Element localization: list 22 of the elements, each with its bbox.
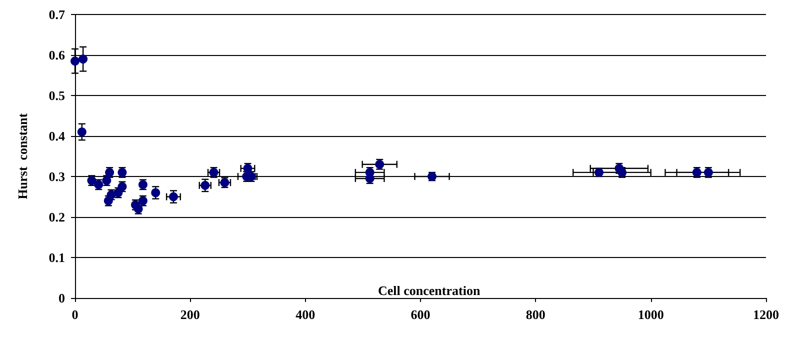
x-tick-label: 1200 [753,307,779,322]
y-axis-title: Hurst constant [15,112,30,200]
y-tick-label: 0.6 [48,48,66,62]
x-tick-label: 200 [180,307,200,322]
y-tick-label: 0 [58,290,65,306]
x-axis-title: Cell concentration [378,283,481,298]
x-tick-label: 400 [296,307,316,322]
point [70,56,80,66]
x-tick-label: 800 [526,307,546,322]
x-tick-label: 600 [410,307,430,322]
y-tick-label: 0.7 [48,7,66,22]
point [78,54,88,64]
y-tick-label: 0.5 [48,88,66,103]
point [151,188,160,198]
point [168,192,178,202]
point [77,127,86,136]
y-tick-label: 0.2 [48,210,65,224]
y-tick-label: 0.4 [48,128,66,144]
y-tick-label: 0.3 [48,169,66,184]
x-tick-label: 1000 [638,307,664,322]
x-tick-label: 0 [72,307,78,322]
y-tick-label: 0.1 [48,250,65,265]
